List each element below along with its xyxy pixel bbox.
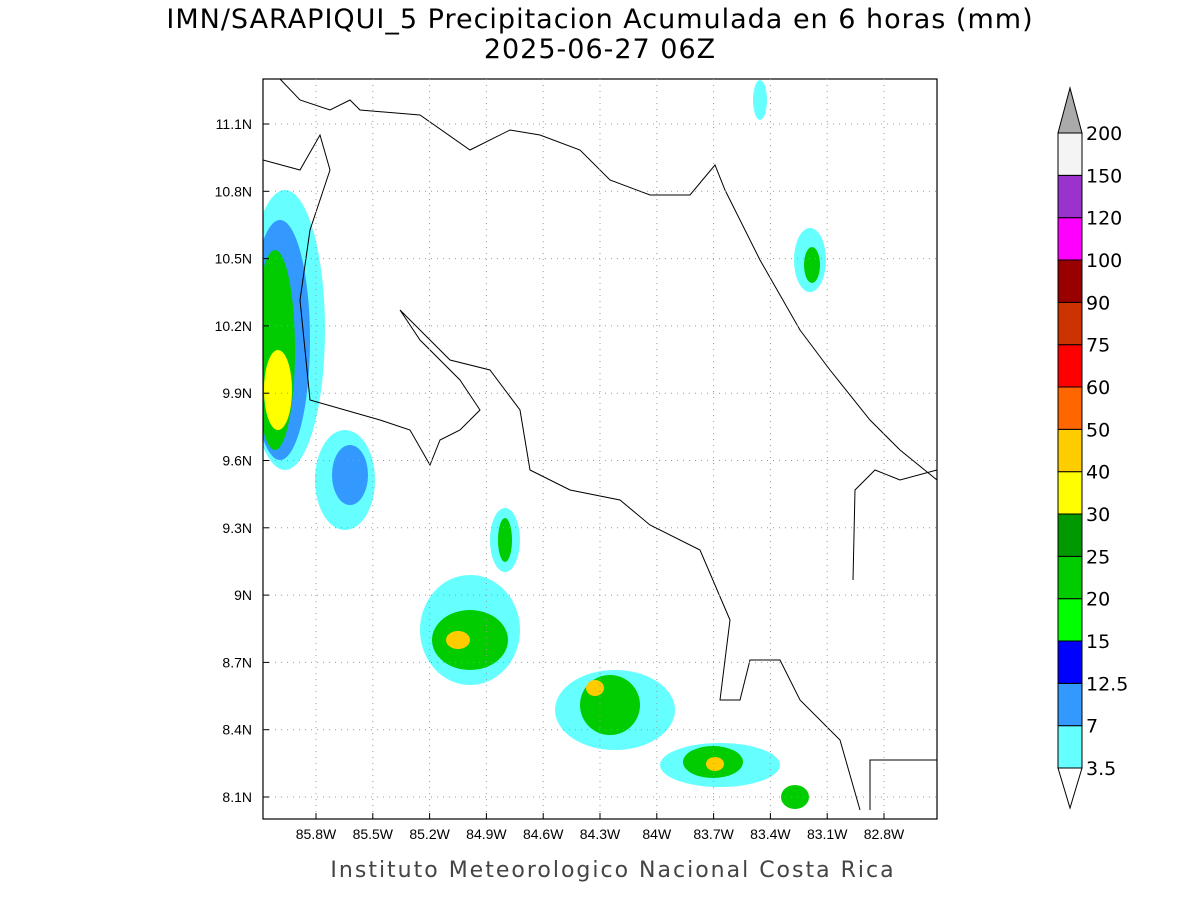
coastline (869, 759, 937, 810)
precipitation-field (263, 80, 826, 809)
colorbar-label: 150 (1086, 165, 1122, 187)
credit: Instituto Meteorologico Nacional Costa R… (330, 858, 895, 883)
colorbar-box (1057, 217, 1083, 261)
colorbar-box (1057, 428, 1083, 473)
lat-label: 11.1N (216, 116, 252, 132)
rain-area (446, 631, 470, 649)
rain-area (706, 757, 724, 771)
border (852, 469, 937, 581)
colorbar-below (1057, 767, 1083, 810)
lat-label: 9.6N (222, 453, 252, 469)
rain-area (332, 445, 368, 505)
colorbar-box (1057, 598, 1083, 642)
colorbar-box (1057, 471, 1083, 515)
lat-label: 10.8N (215, 183, 252, 199)
colorbar-above (1057, 86, 1083, 134)
rain-area (586, 680, 604, 696)
colorbar-label: 60 (1086, 377, 1110, 399)
colorbar-box (1057, 259, 1083, 303)
lat-label: 8.7N (222, 654, 252, 670)
lon-label: 85.2W (409, 826, 450, 842)
colorbar-label: 15 (1086, 631, 1110, 653)
colorbar-label: 120 (1086, 208, 1122, 230)
colorbar-label: 40 (1086, 462, 1110, 484)
colorbar-box (1057, 301, 1083, 346)
title: IMN/SARAPIQUI_5 Precipitacion Acumulada … (166, 4, 1033, 35)
lon-label: 83.4W (750, 826, 791, 842)
rain-area (498, 518, 512, 562)
lat-label: 10.5N (215, 251, 252, 267)
lon-label: 84.9W (466, 826, 507, 842)
lon-label: 84W (642, 826, 672, 842)
subtitle: 2025-06-27 06Z (484, 34, 716, 65)
colorbar-label: 100 (1086, 250, 1122, 272)
map-area (262, 78, 938, 820)
rain-area (753, 80, 767, 120)
rain-area (804, 247, 820, 283)
colorbar-label: 25 (1086, 546, 1110, 568)
lat-label: 9N (234, 587, 252, 603)
colorbar-box (1057, 555, 1083, 600)
colorbar-label: 3.5 (1086, 758, 1116, 780)
lon-label: 84.3W (580, 826, 621, 842)
colorbar-box (1057, 132, 1083, 176)
colorbar-box (1057, 640, 1083, 684)
lon-label: 85.5W (353, 826, 394, 842)
colorbar-box (1057, 344, 1083, 388)
lat-label: 10.2N (215, 318, 252, 334)
lon-label: 84.6W (523, 826, 564, 842)
lon-label: 82.8W (864, 826, 905, 842)
colorbar-box (1057, 513, 1083, 557)
lon-label: 83.1W (807, 826, 848, 842)
colorbar-label: 30 (1086, 504, 1110, 526)
colorbar-box (1057, 386, 1083, 430)
lat-label: 9.9N (222, 385, 252, 401)
colorbar-box (1057, 682, 1083, 727)
lat-label: 8.1N (222, 789, 252, 805)
colorbar-label: 7 (1086, 716, 1098, 738)
colorbar-label: 200 (1086, 123, 1122, 145)
colorbar-label: 75 (1086, 335, 1110, 357)
lon-label: 83.7W (693, 826, 734, 842)
colorbar-box (1057, 174, 1083, 219)
colorbar-label: 20 (1086, 589, 1110, 611)
lat-label: 8.4N (222, 722, 252, 738)
colorbar-box (1057, 725, 1083, 769)
colorbar-label: 50 (1086, 419, 1110, 441)
rain-area (781, 785, 809, 809)
coastline (263, 133, 861, 811)
coastline (263, 79, 937, 811)
lat-label: 9.3N (222, 520, 252, 536)
lon-label: 85.8W (296, 826, 337, 842)
rain-area (264, 350, 292, 430)
colorbar-label: 12.5 (1086, 673, 1128, 695)
coastline (279, 79, 937, 481)
colorbar-label: 90 (1086, 292, 1110, 314)
